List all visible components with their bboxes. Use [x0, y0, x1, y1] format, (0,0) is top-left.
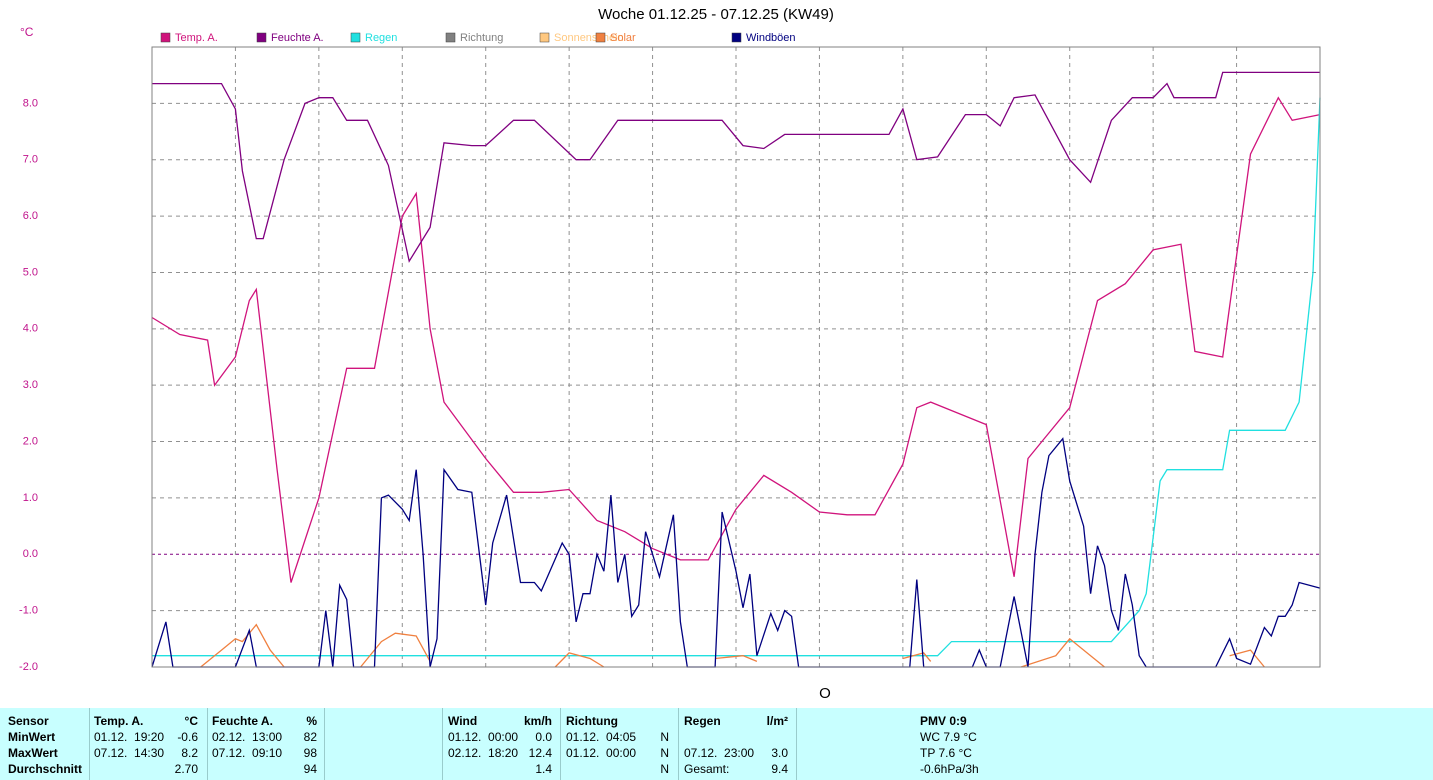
y-tick-label: 8.0 [23, 97, 38, 109]
table-cell: Temp. A. [94, 714, 144, 728]
legend-swatch [595, 32, 606, 43]
column-divider [796, 708, 797, 780]
table-cell: 07.12. 09:10 [212, 746, 283, 760]
table-cell: 94 [303, 762, 317, 776]
table-cell: 8.2 [181, 746, 198, 760]
table-cell: 01.12. 00:00 [448, 730, 519, 744]
table-cell: Gesamt: [684, 762, 730, 776]
table-cell: N [660, 746, 669, 760]
table-cell: Feuchte A. [212, 714, 273, 728]
column-divider [560, 708, 561, 780]
y-tick-label: 7.0 [23, 154, 38, 166]
column-divider [89, 708, 90, 780]
table-cell: 01.12. 19:20 [94, 730, 165, 744]
table-cell: 12.4 [528, 746, 552, 760]
table-cell: Sensor [8, 714, 49, 728]
table-cell: % [306, 714, 317, 728]
table-cell: Regen [684, 714, 721, 728]
table-cell: 02.12. 13:00 [212, 730, 283, 744]
legend-swatch [731, 32, 742, 43]
table-cell: MaxWert [8, 746, 58, 760]
legend-label: Feuchte A. [271, 32, 324, 44]
table-cell: 01.12. 00:00 [566, 746, 637, 760]
y-tick-label: 6.0 [23, 210, 38, 222]
legend-swatch [160, 32, 171, 43]
y-unit: °C [20, 25, 34, 39]
table-cell: 07.12. 23:00 [684, 746, 755, 760]
table-cell: -0.6hPa/3h [920, 762, 979, 776]
table-cell: Wind [448, 714, 478, 728]
table-cell: Durchschnitt [8, 762, 83, 776]
table-cell: 0.0 [535, 730, 552, 744]
legend-swatch [350, 32, 361, 43]
legend-label: Windböen [746, 32, 796, 44]
annotation: O [819, 685, 831, 702]
legend-label: Sonnenschein [554, 32, 624, 44]
table-cell: 3.0 [771, 746, 788, 760]
column-divider [678, 708, 679, 780]
series-line [152, 97, 1321, 657]
table-cell: 02.12. 18:20 [448, 746, 519, 760]
y-tick-label: 3.0 [23, 379, 38, 391]
y-tick-label: 4.0 [23, 323, 38, 335]
table-cell: 1.4 [535, 762, 552, 776]
table-cell: N [660, 730, 669, 744]
legend-swatch [445, 32, 456, 43]
legend-label: Temp. A. [175, 32, 218, 44]
y-tick-label: 0.0 [23, 548, 38, 560]
table-cell: 82 [303, 730, 317, 744]
y-tick-label: -2.0 [19, 661, 38, 673]
table-cell: km/h [523, 714, 552, 728]
y-tick-label: -1.0 [19, 605, 38, 617]
table-cell: Richtung [566, 714, 618, 728]
table-cell: TP 7.6 °C [920, 746, 972, 760]
table-cell: -0.6 [177, 730, 198, 744]
legend-label: Solar [610, 32, 636, 44]
legend-label: Regen [365, 32, 397, 44]
table-cell: °C [184, 714, 198, 728]
table-cell: 01.12. 04:05 [566, 730, 637, 744]
table-cell: 9.4 [771, 762, 788, 776]
table-cell: 07.12. 14:30 [94, 746, 165, 760]
column-divider [324, 708, 325, 780]
chart-title: Woche 01.12.25 - 07.12.25 (KW49) [598, 6, 834, 23]
y-tick-label: 5.0 [23, 266, 38, 278]
stats-table: Sensor Temp. A. °C Feuchte A.% Wind km/h Richt… [0, 708, 1433, 780]
table-cell: N [660, 762, 669, 776]
plot-frame [151, 46, 1321, 668]
legend-swatch [256, 32, 267, 43]
series-line [151, 96, 1321, 583]
table-cell: l/m² [766, 714, 788, 728]
y-tick-label: 1.0 [23, 492, 38, 504]
table-cell: WC 7.9 °C [920, 730, 977, 744]
legend-label: Richtung [460, 32, 503, 44]
table-cell: PMV 0:9 [920, 714, 967, 728]
table-cell: 98 [303, 746, 317, 760]
legend-swatch [539, 32, 550, 43]
y-tick-label: 2.0 [23, 435, 38, 447]
series-line [152, 71, 1320, 263]
series-line [200, 623, 1265, 668]
column-divider [207, 708, 208, 780]
chart: Woche 01.12.25 - 07.12.25 (KW49) °C O -2… [19, 6, 1321, 702]
table-cell: MinWert [8, 730, 56, 744]
column-divider [442, 708, 443, 780]
table-cell: 2.70 [174, 762, 198, 776]
